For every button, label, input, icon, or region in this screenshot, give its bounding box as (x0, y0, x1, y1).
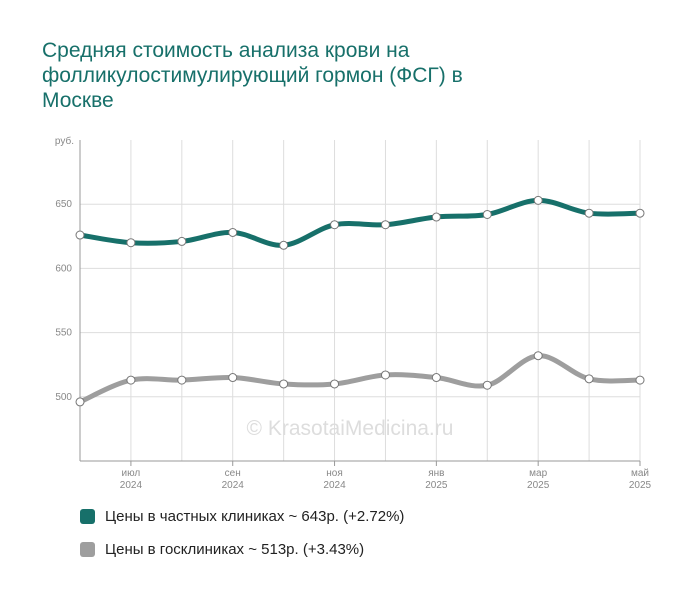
point (279, 240, 289, 250)
watermark: © KrasotaiMedicina.ru (247, 417, 454, 440)
y-tick-label: 650 (55, 199, 72, 210)
point (380, 370, 390, 380)
point (228, 373, 238, 383)
point (533, 351, 543, 361)
x-tick-label: ноя 2024 (323, 468, 346, 491)
y-unit: руб. (55, 135, 74, 147)
point (380, 220, 390, 230)
point (330, 379, 340, 389)
point (482, 380, 492, 390)
x-tick-label: сен 2024 (221, 468, 244, 491)
point (482, 209, 492, 219)
series-line (79, 197, 641, 248)
point (533, 195, 543, 205)
point (431, 373, 441, 383)
point (431, 212, 441, 222)
legend-label: Цены в частных клиниках ~ 643р. (+2.72%) (105, 508, 405, 525)
point (584, 208, 594, 218)
y-tick-label: 500 (55, 392, 72, 403)
x-tick-label: июл 2024 (119, 468, 143, 491)
point (177, 375, 187, 385)
point (635, 375, 645, 385)
point (228, 227, 238, 237)
y-tick-label: 600 (55, 263, 72, 274)
point (177, 236, 187, 246)
point (330, 220, 340, 230)
x-tick-label: мар 2025 (527, 468, 550, 491)
chart-title: Средняя стоимость анализа крови на фолли… (42, 39, 463, 112)
legend-item: Цены в частных клиниках ~ 643р. (+2.72%) (80, 508, 404, 525)
point (126, 375, 136, 385)
point (126, 238, 136, 248)
x-tick-label: май 2025 (628, 468, 652, 491)
series-line (78, 353, 641, 405)
point (635, 208, 645, 218)
legend-swatch (80, 509, 95, 524)
point (279, 379, 289, 389)
legend-item: Цены в госклиниках ~ 513р. (+3.43%) (80, 541, 364, 558)
legend-label: Цены в госклиниках ~ 513р. (+3.43%) (105, 541, 365, 558)
point (75, 397, 85, 407)
x-tick-label: янв 2025 (425, 468, 448, 491)
y-tick-label: 550 (55, 328, 72, 339)
legend-swatch (80, 542, 95, 557)
point (75, 230, 85, 240)
point (584, 374, 594, 384)
